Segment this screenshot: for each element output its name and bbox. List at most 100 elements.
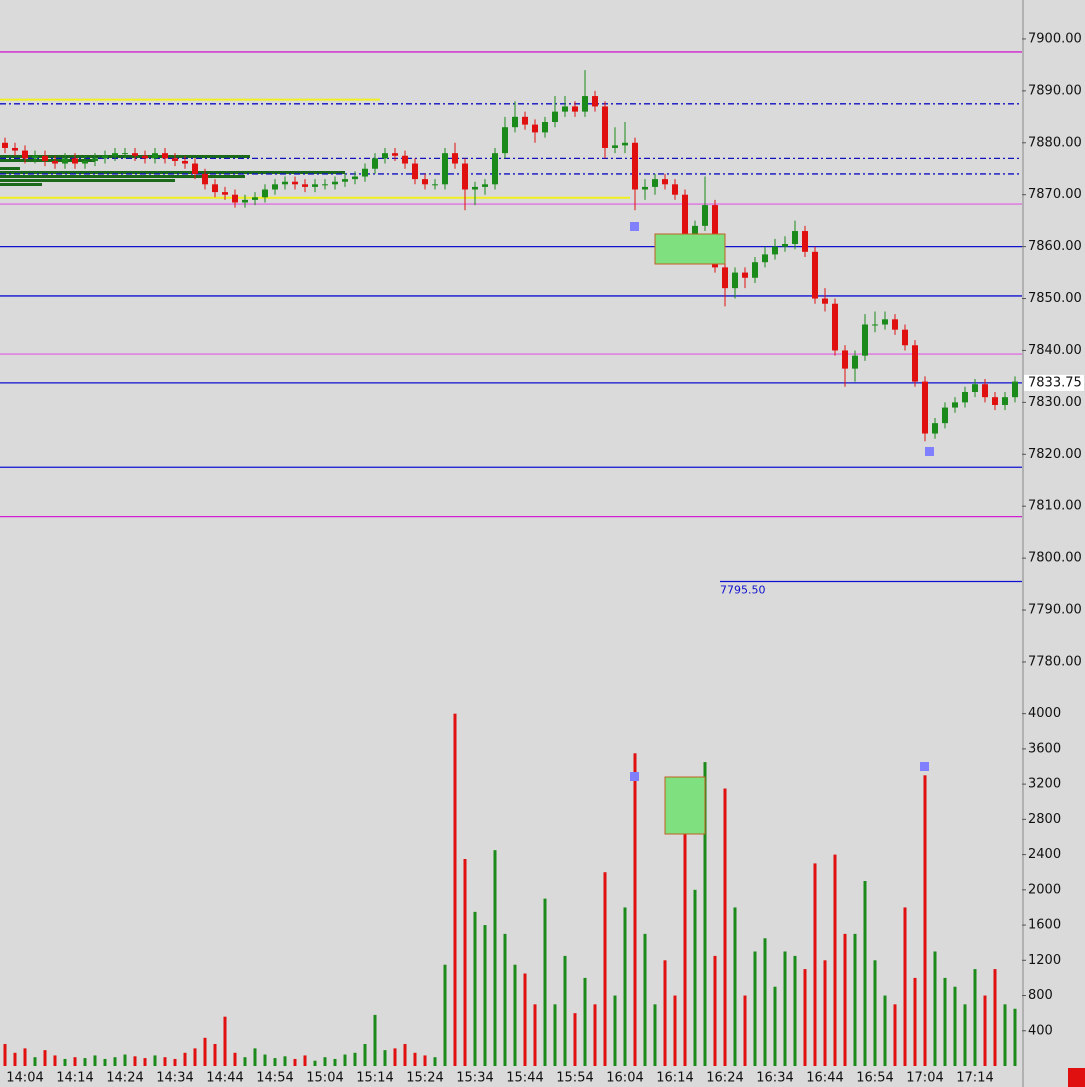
candle-body bbox=[252, 197, 258, 200]
candle-body bbox=[122, 153, 128, 155]
candle-body bbox=[362, 168, 368, 177]
volume-bar bbox=[743, 995, 747, 1066]
y-tick-label: 7830.00 bbox=[1028, 395, 1082, 410]
volume-bar bbox=[613, 995, 617, 1066]
candle-body bbox=[392, 153, 398, 156]
volume-bar bbox=[753, 951, 757, 1066]
level-label: 7833.75 bbox=[1028, 375, 1082, 390]
volume-bar bbox=[373, 1014, 377, 1066]
candle-body bbox=[152, 153, 158, 159]
x-tick-label: 16:14 bbox=[656, 1071, 693, 1086]
x-tick-label: 15:24 bbox=[406, 1071, 443, 1086]
volume-bar bbox=[913, 977, 917, 1066]
volume-bar bbox=[173, 1058, 177, 1066]
x-tick-label: 14:44 bbox=[206, 1071, 243, 1086]
candle-body bbox=[912, 345, 918, 382]
y-tick-label: 7900.00 bbox=[1028, 31, 1082, 46]
candle-body bbox=[772, 246, 778, 255]
volume-bar bbox=[263, 1054, 267, 1066]
candle-body bbox=[522, 116, 528, 125]
volume-bar bbox=[823, 960, 827, 1066]
x-tick-label: 16:34 bbox=[756, 1071, 793, 1086]
volume-bar bbox=[393, 1048, 397, 1066]
candle-body bbox=[632, 142, 638, 190]
volume-bar bbox=[893, 1004, 897, 1066]
y-tick-label: 7810.00 bbox=[1028, 499, 1082, 514]
volume-bar bbox=[543, 898, 547, 1066]
candle-body bbox=[572, 106, 578, 112]
candle-body bbox=[192, 163, 198, 174]
volume-bar bbox=[83, 1058, 87, 1066]
level-label-bg bbox=[1024, 374, 1084, 391]
volume-bar bbox=[113, 1057, 117, 1066]
y-tick-label: 7790.00 bbox=[1028, 603, 1082, 618]
candle-body bbox=[882, 319, 888, 325]
volume-bar bbox=[623, 907, 627, 1066]
volume-bar bbox=[413, 1052, 417, 1066]
candle-body bbox=[902, 329, 908, 346]
volume-bar bbox=[203, 1037, 207, 1066]
volume-bar bbox=[803, 969, 807, 1066]
candle-body bbox=[202, 173, 208, 185]
volume-bar bbox=[963, 1004, 967, 1066]
y-tick-label: 7820.00 bbox=[1028, 447, 1082, 462]
candle-body bbox=[532, 124, 538, 133]
volume-bar bbox=[343, 1054, 347, 1066]
candle-body bbox=[242, 199, 248, 203]
volume-bar bbox=[153, 1055, 157, 1066]
candle-body bbox=[932, 423, 938, 434]
candle-body bbox=[382, 153, 388, 159]
candle-body bbox=[822, 298, 828, 304]
volume-bar bbox=[463, 858, 467, 1066]
volume-tick-label: 1600 bbox=[1028, 918, 1061, 933]
candle-body bbox=[722, 267, 728, 289]
candle-body bbox=[862, 324, 868, 356]
candle-body bbox=[322, 184, 328, 186]
candle-body bbox=[602, 106, 608, 148]
candle-body bbox=[672, 184, 678, 195]
candle-body bbox=[732, 272, 738, 289]
candle-body bbox=[942, 407, 948, 424]
volume-bar bbox=[233, 1052, 237, 1066]
x-tick-label: 15:04 bbox=[306, 1071, 343, 1086]
candle-body bbox=[162, 153, 168, 159]
volume-bar bbox=[453, 713, 457, 1066]
x-tick-label: 17:14 bbox=[956, 1071, 993, 1086]
candle-body bbox=[592, 96, 598, 107]
volume-bar bbox=[943, 977, 947, 1066]
x-tick-label: 14:34 bbox=[156, 1071, 193, 1086]
volume-bar bbox=[763, 938, 767, 1066]
x-tick-label: 14:14 bbox=[56, 1071, 93, 1086]
candle-body bbox=[62, 158, 68, 164]
candle-body bbox=[562, 106, 568, 112]
volume-tick-label: 4000 bbox=[1028, 706, 1061, 721]
candle-body bbox=[462, 163, 468, 190]
candle-body bbox=[262, 189, 268, 198]
volume-bar bbox=[673, 995, 677, 1066]
volume-bar bbox=[903, 907, 907, 1066]
candle-body bbox=[1002, 397, 1008, 405]
volume-bar bbox=[843, 933, 847, 1066]
candle-body bbox=[32, 155, 38, 159]
volume-bar bbox=[303, 1055, 307, 1066]
volume-bar bbox=[423, 1055, 427, 1066]
volume-bar bbox=[183, 1052, 187, 1066]
volume-bar bbox=[483, 925, 487, 1066]
volume-bar bbox=[773, 986, 777, 1066]
candle-body bbox=[312, 184, 318, 187]
candle-body bbox=[742, 272, 748, 278]
volume-bar bbox=[643, 933, 647, 1066]
volume-bar bbox=[443, 964, 447, 1066]
volume-bar bbox=[103, 1058, 107, 1066]
y-tick-label: 7850.00 bbox=[1028, 291, 1082, 306]
volume-bar bbox=[123, 1054, 127, 1066]
x-tick-label: 16:04 bbox=[606, 1071, 643, 1086]
volume-bar bbox=[663, 960, 667, 1066]
marker bbox=[630, 222, 639, 231]
volume-bar bbox=[713, 955, 717, 1066]
candle-body bbox=[92, 158, 98, 161]
volume-bar bbox=[253, 1048, 257, 1066]
volume-bar bbox=[873, 960, 877, 1066]
candle-body bbox=[952, 402, 958, 408]
